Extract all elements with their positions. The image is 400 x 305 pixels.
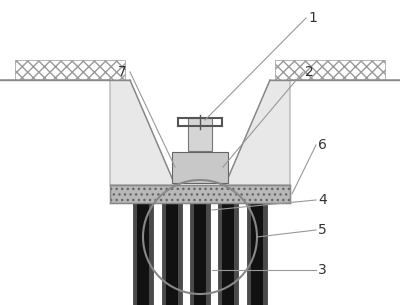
Bar bbox=[247, 203, 267, 305]
Bar bbox=[190, 203, 210, 305]
Bar bbox=[15, 60, 125, 80]
Bar bbox=[162, 203, 182, 305]
Text: 7: 7 bbox=[118, 65, 127, 79]
Bar bbox=[133, 203, 153, 305]
Text: 5: 5 bbox=[318, 223, 327, 237]
Text: 6: 6 bbox=[318, 138, 327, 152]
Bar bbox=[137, 203, 149, 305]
Text: 3: 3 bbox=[318, 263, 327, 277]
Bar bbox=[275, 60, 385, 80]
Bar bbox=[172, 152, 228, 183]
Bar bbox=[222, 203, 234, 305]
Bar bbox=[110, 185, 290, 203]
Bar bbox=[218, 203, 238, 305]
Text: 4: 4 bbox=[318, 193, 327, 207]
Text: 1: 1 bbox=[308, 11, 317, 25]
Bar bbox=[188, 118, 212, 151]
Bar bbox=[251, 203, 263, 305]
Polygon shape bbox=[225, 80, 400, 185]
Text: 2: 2 bbox=[305, 65, 314, 79]
Bar bbox=[166, 203, 178, 305]
Polygon shape bbox=[0, 80, 175, 185]
Bar bbox=[194, 203, 206, 305]
